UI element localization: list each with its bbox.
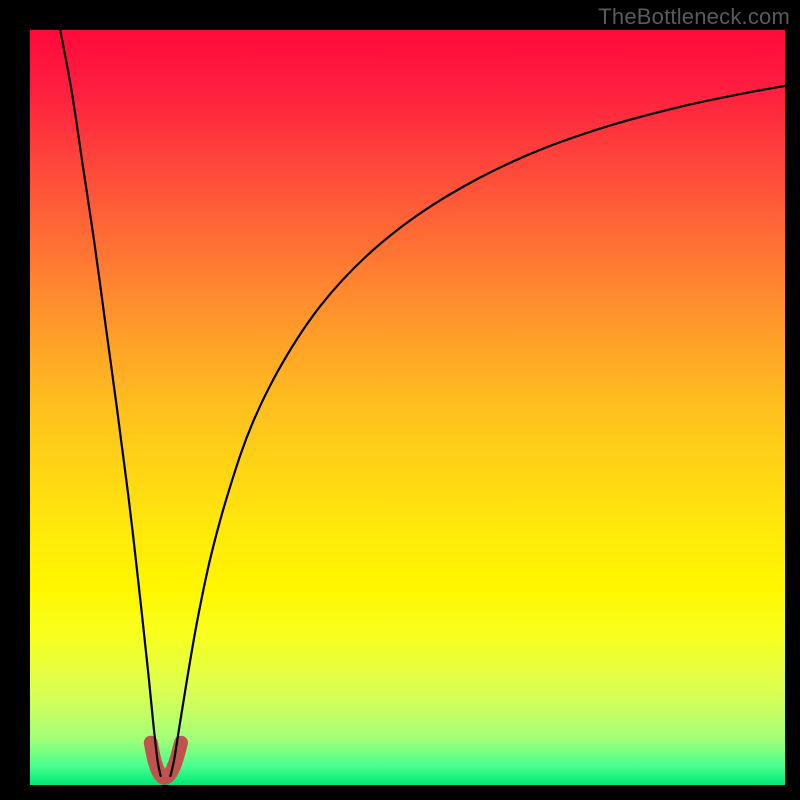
watermark-text: TheBottleneck.com	[598, 4, 790, 30]
gradient-background	[30, 30, 785, 785]
chart-svg	[30, 30, 785, 785]
figure-root: TheBottleneck.com	[0, 0, 800, 800]
plot-area	[30, 30, 785, 785]
